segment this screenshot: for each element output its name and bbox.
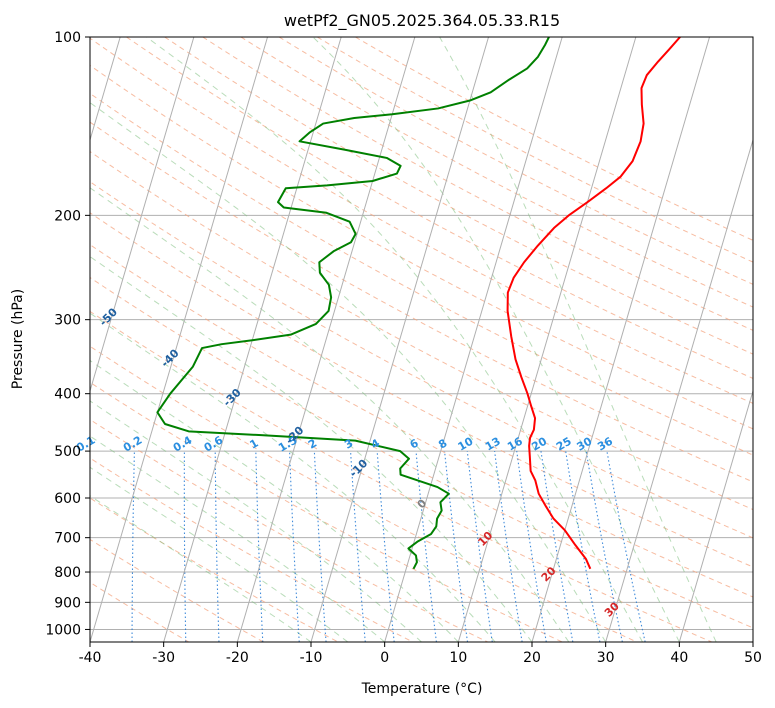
- y-axis-label: Pressure (hPa): [10, 289, 26, 389]
- x-tick-label: -40: [79, 650, 102, 666]
- mixing-ratio-line: [214, 451, 220, 642]
- isotherm-label: 0: [415, 496, 430, 511]
- dry-adiabat-line: [278, 37, 753, 285]
- mixing-ratio-line: [494, 451, 523, 642]
- mixing-ratio-label: 1: [248, 437, 261, 452]
- mixing-ratio-line: [313, 451, 327, 642]
- mixing-ratio-line: [444, 451, 469, 642]
- dry-adiabat-line: [126, 37, 753, 379]
- dewpoint-profile-line: [156, 37, 550, 570]
- mixing-ratio-line: [415, 451, 437, 642]
- y-tick-label: 400: [54, 387, 81, 403]
- plot-frame: [89, 36, 754, 643]
- mixing-ratio-line: [82, 451, 88, 642]
- y-tick-label: 500: [54, 444, 81, 460]
- y-tick-label: 200: [54, 208, 81, 224]
- y-tick-label: 300: [54, 313, 81, 329]
- dry-adiabat-line: [164, 37, 753, 355]
- y-tick-label: 900: [54, 595, 81, 611]
- isotherm-layer: [90, 37, 753, 642]
- mixing-ratio-label: 8: [436, 437, 449, 452]
- series-layer: [156, 37, 681, 570]
- dry-adiabat-line: [90, 276, 753, 629]
- x-tick-label: 50: [744, 650, 762, 666]
- x-tick-label: 20: [523, 650, 541, 666]
- isotherm-line: [384, 37, 563, 642]
- x-tick-label: -30: [152, 650, 175, 666]
- mixing-ratio-label: 3: [342, 437, 355, 452]
- dry-adiabat-line: [90, 37, 753, 404]
- x-tick-label: 30: [597, 650, 615, 666]
- x-tick-label: -20: [226, 650, 249, 666]
- isotherm-label: -30: [221, 386, 244, 409]
- dry-adiabat-line: [90, 150, 753, 511]
- mixing-ratio-line: [585, 451, 623, 642]
- moist-adiabat-line: [312, 37, 680, 642]
- dry-adiabat-line: [90, 310, 712, 642]
- isotherm-line: [752, 640, 753, 642]
- dry-adiabat-line: [90, 92, 753, 456]
- dry-adiabat-line: [90, 181, 753, 539]
- adiabat-layer: [90, 37, 753, 642]
- mixing-ratio-line: [516, 451, 547, 642]
- isotherm-line: [90, 37, 195, 393]
- mixing-ratio-line: [289, 451, 300, 642]
- y-tick-label: 1000: [45, 622, 81, 638]
- temperature-profile-line: [506, 37, 681, 570]
- dry-adiabat-line: [355, 37, 753, 241]
- moist-adiabat-line: [90, 435, 385, 642]
- dry-adiabat-line: [90, 497, 339, 642]
- dry-adiabat-line: [90, 345, 638, 642]
- isotherm-line: [90, 37, 121, 142]
- moist-adiabat-line: [439, 37, 717, 642]
- x-tick-label: 10: [449, 650, 467, 666]
- moist-adiabat-line: [90, 312, 496, 642]
- isotherm-line: [605, 138, 753, 642]
- isotherm-line: [531, 37, 711, 642]
- mixing-ratio-label: 4: [369, 436, 382, 451]
- dry-adiabat-line: [90, 538, 264, 642]
- isotherm-line: [310, 37, 490, 642]
- y-tick-label: 800: [54, 565, 81, 581]
- isotherm-line: [678, 389, 753, 642]
- mixing-ratio-line: [350, 451, 366, 642]
- isotherm-line: [457, 37, 637, 642]
- mixing-ratio-line: [540, 451, 574, 642]
- y-tick-label: 700: [54, 531, 81, 547]
- dry-adiabat-line: [90, 581, 190, 642]
- x-tick-label: 0: [380, 650, 389, 666]
- x-tick-label: -10: [300, 650, 323, 666]
- dry-adiabat-line: [90, 418, 488, 642]
- dry-adiabat-line: [202, 37, 753, 331]
- dry-adiabat-line: [90, 121, 753, 483]
- moist-adiabat-line: [90, 359, 459, 642]
- dry-adiabat-line: [240, 37, 753, 308]
- mixing-ratio-line: [376, 451, 395, 642]
- moist-adiabat-line: [90, 400, 422, 642]
- y-tick-label: 100: [54, 30, 81, 46]
- x-tick-label: 40: [670, 650, 688, 666]
- tick-layer: -40 -30 -20 -10 0 10 20 30 40 5010020030040050060…: [45, 30, 762, 666]
- chart-title: wetPf2_GN05.2025.364.05.33.R15: [284, 11, 560, 31]
- isotherm-line: [236, 37, 416, 642]
- x-axis-label: Temperature (°C): [361, 681, 483, 697]
- mixing-ratio-line: [466, 451, 493, 642]
- isotherm-label: -40: [158, 346, 181, 369]
- isotherm-line: [90, 37, 269, 642]
- isotherm-label: -50: [97, 305, 120, 328]
- mixing-ratio-line: [131, 451, 135, 642]
- moist-adiabat-line: [90, 102, 607, 642]
- moist-adiabat-line: [90, 466, 349, 642]
- moist-adiabat-line: [90, 187, 570, 642]
- y-tick-label: 600: [54, 491, 81, 507]
- moist-adiabat-line: [146, 37, 643, 642]
- dry-adiabat-line: [90, 244, 753, 598]
- isotherm-label: 20: [539, 564, 559, 584]
- dry-adiabat-line: [90, 381, 563, 642]
- mixing-ratio-line: [606, 451, 646, 642]
- mixing-ratio-line: [565, 451, 601, 642]
